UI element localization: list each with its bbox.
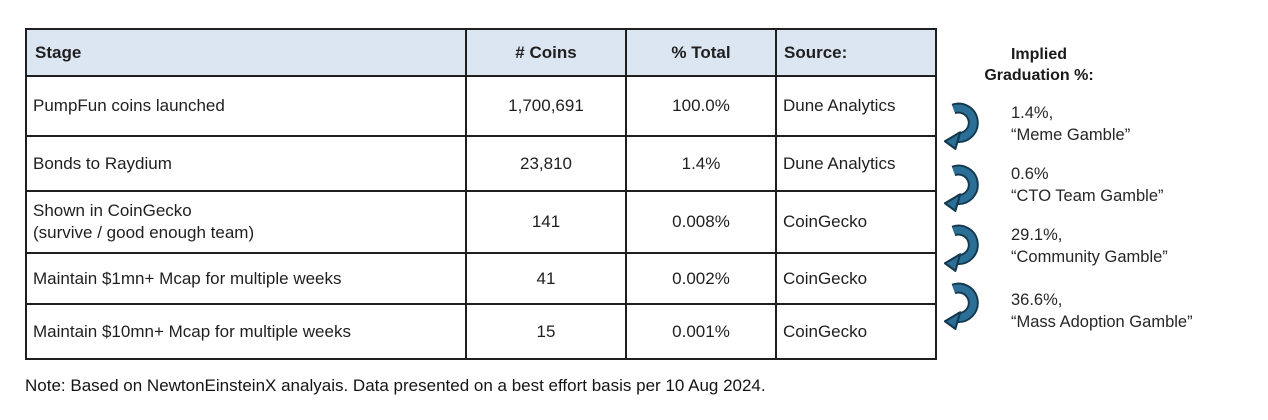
cell-source: CoinGecko xyxy=(775,252,937,305)
cell-stage: PumpFun coins launched xyxy=(25,75,467,137)
cell-coins: 41 xyxy=(465,252,627,305)
footnote: Note: Based on NewtonEinsteinX analyais.… xyxy=(25,376,766,395)
cell-source: Dune Analytics xyxy=(775,135,937,192)
implied-graduation-heading: Implied Graduation %: xyxy=(958,44,1120,86)
cell-coins: 23,810 xyxy=(465,135,627,192)
table-row: Bonds to Raydium 23,810 1.4% Dune Analyt… xyxy=(25,135,937,192)
cell-stage: Maintain $10mn+ Mcap for multiple weeks xyxy=(25,303,467,360)
graduation-annotation: 0.6% “CTO Team Gamble” xyxy=(1011,163,1261,207)
curved-arrow-icon xyxy=(944,102,979,150)
stage-text-line2: (survive / good enough team) xyxy=(33,223,255,242)
table-row: Maintain $1mn+ Mcap for multiple weeks 4… xyxy=(25,252,937,305)
annotation-label: “Meme Gamble” xyxy=(1011,126,1131,144)
cell-source: CoinGecko xyxy=(775,190,937,254)
cell-pct: 0.008% xyxy=(625,190,777,254)
cell-stage: Maintain $1mn+ Mcap for multiple weeks xyxy=(25,252,467,305)
annotation-label: “Mass Adoption Gamble” xyxy=(1011,313,1193,331)
stage-text: PumpFun coins launched xyxy=(33,96,225,115)
graduation-annotation: 1.4%, “Meme Gamble” xyxy=(1011,102,1261,146)
heading-line1: Implied xyxy=(1010,46,1067,63)
table-row: Shown in CoinGecko (survive / good enoug… xyxy=(25,190,937,254)
stage-text: Shown in CoinGecko xyxy=(33,201,192,220)
curved-arrow-icon xyxy=(944,224,979,272)
cell-coins: 141 xyxy=(465,190,627,254)
cell-pct: 1.4% xyxy=(625,135,777,192)
table-row: Maintain $10mn+ Mcap for multiple weeks … xyxy=(25,303,937,360)
annotation-value: 1.4%, xyxy=(1011,104,1054,122)
cell-source: CoinGecko xyxy=(775,303,937,360)
header-cell-pct: % Total xyxy=(625,28,777,77)
cell-pct: 0.002% xyxy=(625,252,777,305)
header-cell-source: Source: xyxy=(775,28,937,77)
cell-pct: 0.001% xyxy=(625,303,777,360)
annotation-value: 36.6%, xyxy=(1011,291,1063,309)
header-cell-stage: Stage xyxy=(25,28,467,77)
cell-coins: 15 xyxy=(465,303,627,360)
annotation-value: 29.1%, xyxy=(1011,226,1063,244)
table-header-row: Stage # Coins % Total Source: xyxy=(25,28,937,77)
graduation-annotation: 36.6%, “Mass Adoption Gamble” xyxy=(1011,289,1261,333)
curved-arrow-icon xyxy=(944,282,979,330)
cell-stage: Bonds to Raydium xyxy=(25,135,467,192)
annotation-label: “CTO Team Gamble” xyxy=(1011,187,1164,205)
heading-line2: Graduation %: xyxy=(984,67,1094,84)
cell-coins: 1,700,691 xyxy=(465,75,627,137)
graduation-funnel-table: Stage # Coins % Total Source: PumpFun co… xyxy=(25,28,937,360)
curved-arrow-icon xyxy=(944,164,979,212)
header-cell-coins: # Coins xyxy=(465,28,627,77)
stage-text: Maintain $1mn+ Mcap for multiple weeks xyxy=(33,268,342,288)
annotation-label: “Community Gamble” xyxy=(1011,248,1168,266)
annotation-value: 0.6% xyxy=(1011,165,1049,183)
stage-text: Bonds to Raydium xyxy=(33,153,172,173)
graduation-annotation: 29.1%, “Community Gamble” xyxy=(1011,224,1261,268)
cell-stage: Shown in CoinGecko (survive / good enoug… xyxy=(25,190,467,254)
cell-source: Dune Analytics xyxy=(775,75,937,137)
stage-text: Maintain $10mn+ Mcap for multiple weeks xyxy=(33,321,351,341)
table-row: PumpFun coins launched 1,700,691 100.0% … xyxy=(25,75,937,137)
cell-pct: 100.0% xyxy=(625,75,777,137)
